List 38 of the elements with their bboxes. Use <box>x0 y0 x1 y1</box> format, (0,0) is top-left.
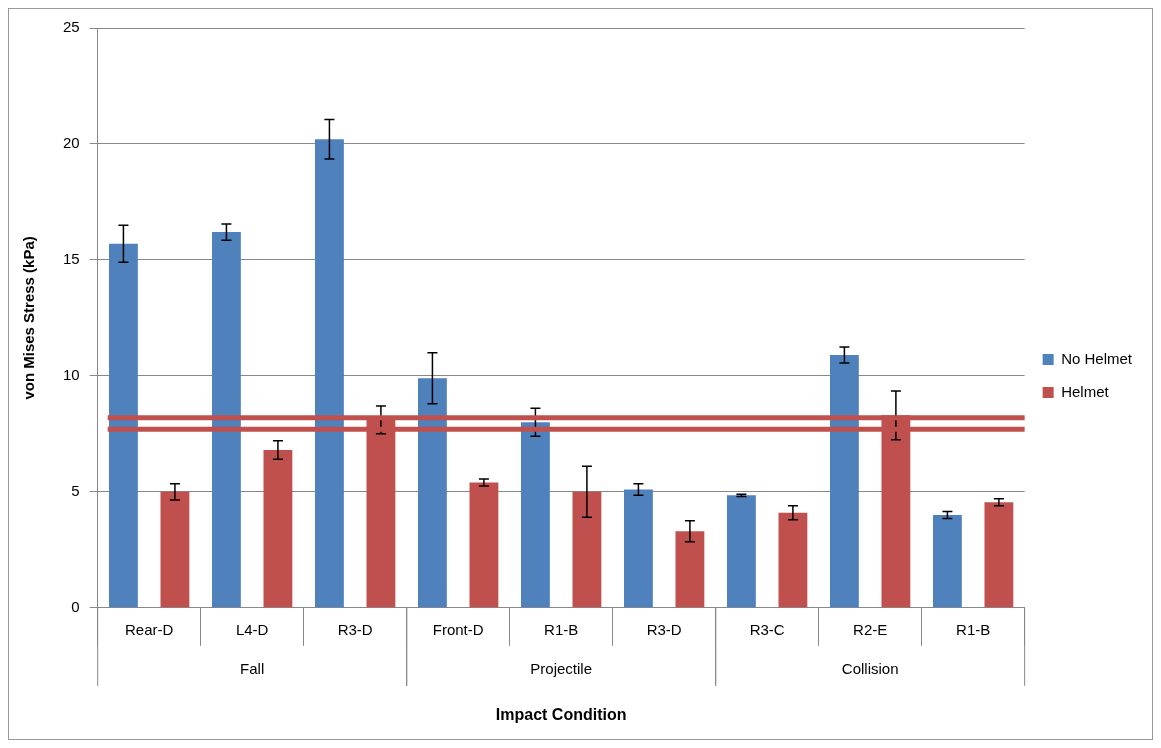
x-tick-label: R3-D <box>337 620 373 638</box>
x-tick-label: R3-C <box>749 620 785 638</box>
x-axis-title: Impact Condition <box>495 705 627 723</box>
bar <box>212 232 241 608</box>
text: Fall <box>240 659 265 677</box>
bar <box>623 489 653 608</box>
y-tick-label: 25 <box>63 18 80 36</box>
y-tick-label: 0 <box>71 597 80 615</box>
x-tick-label: R3-D <box>646 620 682 638</box>
bar <box>984 502 1014 608</box>
y-tick-label: 10 <box>63 366 80 384</box>
bar <box>469 482 499 608</box>
text: Projectile <box>530 659 593 677</box>
y-tick-label: 20 <box>63 134 80 152</box>
y-tick-label: 5 <box>71 481 80 499</box>
x-tick-label: R2-E <box>853 620 888 638</box>
bar <box>778 512 808 608</box>
bar <box>829 355 859 608</box>
text: Collision <box>841 659 899 677</box>
bar <box>160 491 190 608</box>
bar <box>418 378 447 608</box>
bar <box>315 139 344 608</box>
bar <box>932 515 962 608</box>
bar <box>726 495 756 608</box>
bar <box>572 491 602 608</box>
x-tick-label: Rear-D <box>125 620 174 638</box>
x-tick-label: L4-D <box>235 620 269 638</box>
y-axis-title: von Mises Stress (kPa) <box>20 236 38 400</box>
x-tick-label: Front-D <box>432 620 484 638</box>
x-tick-label: R1-B <box>956 620 991 638</box>
bar <box>521 422 550 608</box>
legend-label: No Helmet <box>1061 349 1133 367</box>
legend-label: Helmet <box>1061 382 1110 400</box>
bar <box>109 243 138 608</box>
bar <box>263 450 293 608</box>
y-tick-label: 15 <box>63 250 80 268</box>
bar <box>675 531 705 608</box>
x-tick-label: R1-B <box>544 620 579 638</box>
